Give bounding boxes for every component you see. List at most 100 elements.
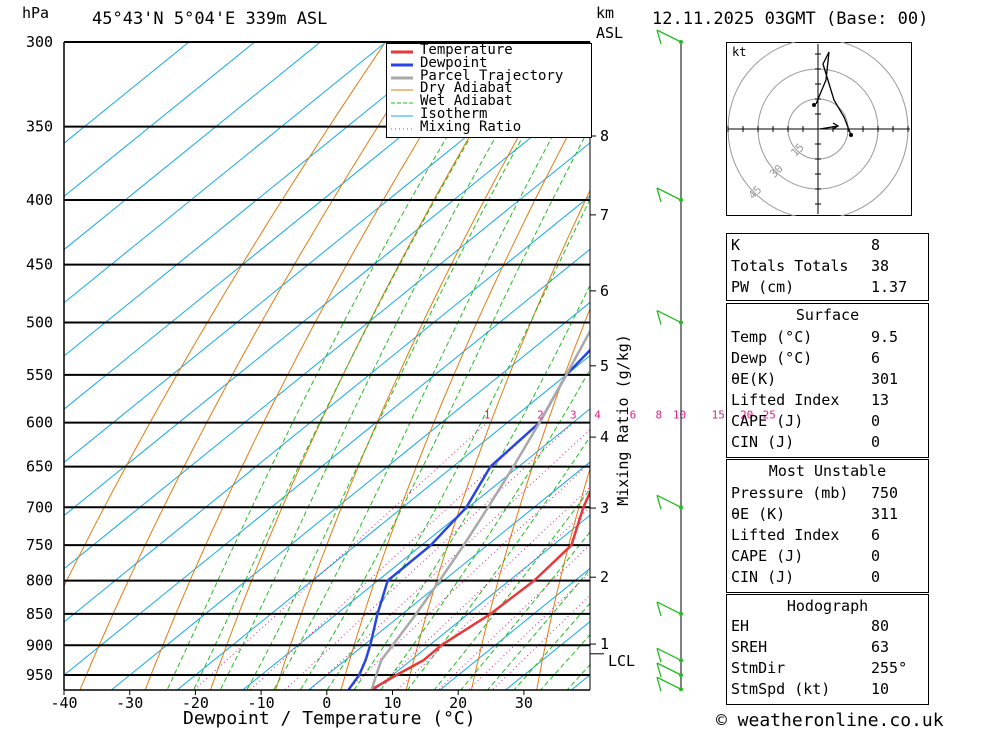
pressure-tick-label: 300 (26, 33, 53, 51)
hpa-unit-label: hPa (22, 4, 50, 22)
wind-barb-flag (656, 601, 662, 617)
row-value: 750 (871, 484, 899, 502)
km-tick-label: 5 (600, 357, 609, 375)
row-label: Dewp (°C) (731, 349, 813, 367)
isotherm-line (373, 514, 590, 690)
pressure-tick-label: 900 (26, 636, 53, 654)
mixing-ratio-label: 8 (656, 409, 663, 422)
wind-barb-staff (656, 494, 682, 508)
copyright-link[interactable]: © weatheronline.co.uk (716, 710, 944, 731)
wind-barb (656, 29, 683, 45)
km-tick-label: 8 (600, 127, 609, 145)
row-label: θE (K) (731, 505, 786, 523)
x-tick-label: -40 (50, 694, 77, 712)
row-value: 0 (871, 412, 881, 430)
legend-label: Isotherm (420, 106, 488, 122)
legend-label: Temperature (420, 42, 513, 58)
hodograph-unit-label: kt (732, 45, 746, 59)
indices-box: K 8 Totals Totals 38 PW (cm) 1.37 (726, 233, 929, 301)
mixing-ratio-label: 15 (712, 409, 725, 422)
dry-adiabat-line (928, 23, 1000, 703)
pressure-tick-label: 850 (26, 605, 53, 623)
dry-adiabat-line (79, 42, 433, 690)
row-value: 0 (871, 568, 881, 586)
legend-item: Mixing Ratio (390, 119, 588, 135)
chart-legend: Temperature Dewpoint Parcel Trajectory Dry … (386, 43, 592, 138)
wet-adiabat-line (486, 568, 590, 690)
table-row: StmSpd (kt) 10 (727, 679, 911, 700)
row-label: Lifted Index (731, 391, 840, 409)
row-value: 9.5 (871, 328, 899, 346)
surface-box: Surface Temp (°C) 9.5 Dewp (°C) 6 θE(K) 301 Li… (726, 303, 929, 458)
row-value: 63 (871, 638, 890, 656)
row-label: Pressure (mb) (731, 484, 849, 502)
hodograph-title: Hodograph (786, 597, 869, 615)
wet-adiabat-line (380, 368, 590, 690)
table-row: Pressure (mb) 750 (727, 483, 902, 504)
row-label: θE(K) (731, 370, 777, 388)
wet-adiabat-line (246, 42, 577, 690)
hodograph-table: EH 80 SREH 63 StmDir 255° StmSpd (kt) 10 (727, 616, 911, 700)
temperature-line (371, 489, 590, 690)
isotherm-line (176, 355, 590, 690)
table-row: Lifted Index 6 (727, 525, 902, 546)
row-label: Totals Totals (731, 257, 849, 275)
wet-adiabat-line (433, 488, 590, 690)
hodograph-end-point (812, 103, 816, 107)
wind-barb-staff (656, 29, 682, 43)
most-unstable-title: Most Unstable (768, 462, 887, 480)
row-value: 80 (871, 617, 890, 635)
indices-table: K 8 Totals Totals 38 PW (cm) 1.37 (727, 235, 911, 298)
pressure-tick-label: 950 (26, 666, 53, 684)
row-label: StmDir (731, 659, 786, 677)
mixing-ratio-label: 6 (630, 409, 637, 422)
x-tick-label: 0 (322, 694, 331, 712)
km-tick-label: 4 (600, 428, 609, 446)
mixing-ratio-line (437, 544, 590, 690)
legend-item: Temperature (390, 42, 588, 58)
row-label: CAPE (J) (731, 412, 804, 430)
wind-barb (656, 494, 683, 510)
pressure-tick-label: 350 (26, 118, 53, 136)
km-unit-label: km (596, 4, 615, 22)
x-tick-label: -30 (116, 694, 143, 712)
pressure-tick-label: 700 (26, 498, 53, 516)
row-label: StmSpd (kt) (731, 680, 831, 698)
legend-label: Wet Adiabat (420, 93, 513, 110)
x-tick-label: 30 (515, 694, 533, 712)
mixing-ratio-label: 3 (570, 409, 577, 422)
km-tick-label: 7 (600, 206, 609, 224)
legend-item: Parcel Trajectory (390, 68, 588, 84)
x-tick-label: 10 (383, 694, 401, 712)
wind-barb-flag (656, 310, 662, 325)
dry-adiabat-line (275, 42, 573, 690)
wind-barb-flag (656, 677, 662, 692)
hodograph-start-point (849, 133, 853, 137)
wind-barb-staff (656, 601, 682, 615)
table-row: Totals Totals 38 (727, 256, 911, 277)
wind-barb (656, 187, 683, 203)
isotherm-line (64, 248, 590, 676)
wind-barb-staff (656, 647, 682, 661)
mixing-ratio-line (346, 461, 590, 690)
pressure-tick-label: 400 (26, 191, 53, 209)
wind-barb (656, 647, 683, 663)
isotherm-line (64, 42, 453, 357)
x-tick-label: 20 (449, 694, 467, 712)
wind-barb-flag (656, 29, 662, 45)
x-tick-label: -10 (248, 694, 275, 712)
row-value: 301 (871, 370, 899, 388)
wet-adiabat-line (299, 125, 590, 690)
dewpoint-line (347, 348, 590, 690)
wind-barb-flag (656, 648, 662, 663)
station-location: 45°43'N 5°04'E 339m ASL (92, 9, 328, 29)
table-row: CIN (J) 0 (727, 567, 902, 588)
dry-adiabat-line (64, 42, 387, 588)
mixing-ratio-axis-title: Mixing Ratio (g/kg) (614, 334, 632, 506)
dry-adiabat-line (991, 23, 1000, 703)
dry-adiabat-line (536, 466, 590, 690)
isotherm-line (64, 142, 590, 570)
isotherm-line (64, 42, 190, 144)
row-label: CIN (J) (731, 568, 795, 586)
